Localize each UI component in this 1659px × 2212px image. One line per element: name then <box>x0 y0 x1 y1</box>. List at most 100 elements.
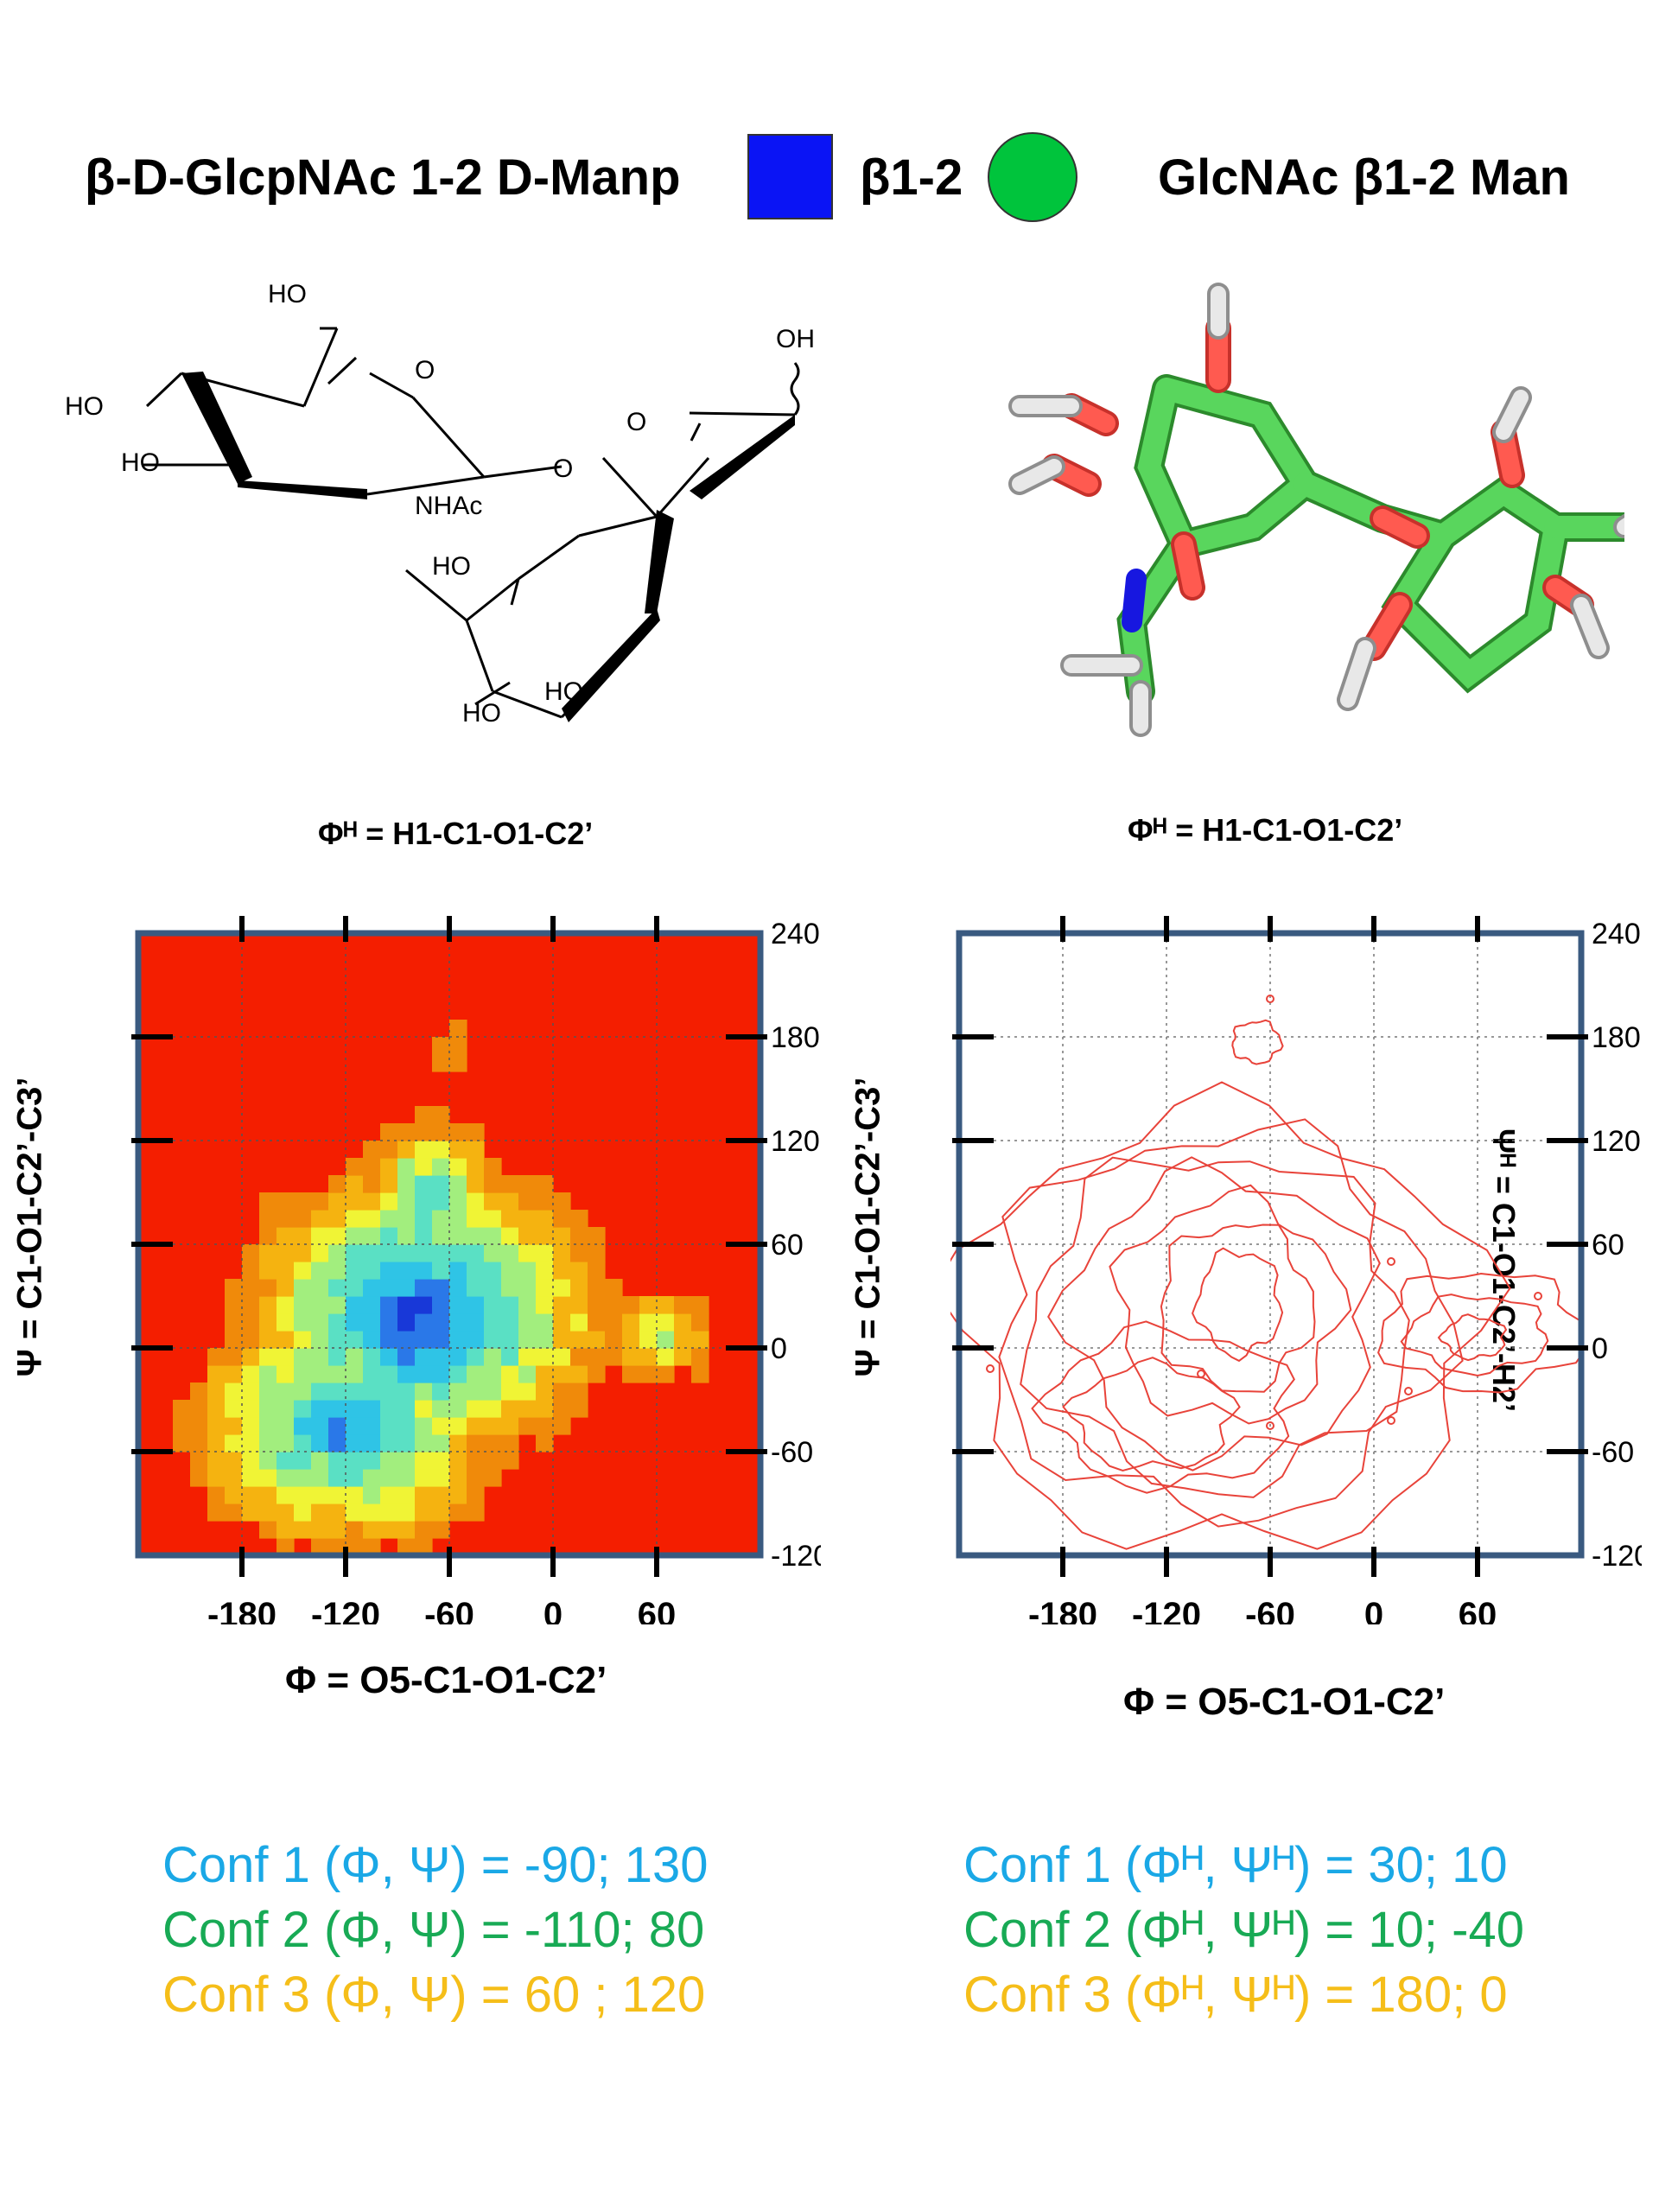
heatmap-left-axis-title: Ψ = C1-O1-C2’-C3’ <box>10 1077 49 1377</box>
chem-label: HO <box>462 699 501 728</box>
heatmap-cell <box>346 1503 364 1522</box>
heatmap-cell <box>432 1365 450 1383</box>
contour-line <box>1020 1156 1410 1498</box>
heatmap-cell <box>207 1417 226 1435</box>
heatmap-cell <box>622 1296 640 1314</box>
heatmap-cell <box>363 1452 381 1470</box>
heatmap-cell <box>484 1227 502 1245</box>
heatmap-cell <box>449 1365 467 1383</box>
heatmap-cell <box>397 1227 416 1245</box>
heatmap-cell <box>328 1538 346 1556</box>
heatmap-cell <box>415 1503 433 1522</box>
heatmap-cell <box>622 1331 640 1349</box>
contour-line <box>1160 1224 1316 1393</box>
heatmap-cell <box>415 1279 433 1297</box>
heatmap-cell <box>449 1348 467 1366</box>
contour-right-tick-label: 60 <box>1592 1229 1624 1262</box>
heatmap-cell <box>691 1348 709 1366</box>
heatmap-cell <box>259 1400 277 1418</box>
heatmap-cell <box>570 1244 588 1262</box>
heatmap-cell <box>467 1486 485 1504</box>
heatmap-cell <box>467 1262 485 1280</box>
heatmap-cell <box>346 1348 364 1366</box>
heatmap-cell <box>570 1227 588 1245</box>
heatmap-cell <box>467 1434 485 1452</box>
heatmap-cell <box>346 1279 364 1297</box>
heatmap-cell <box>294 1452 312 1470</box>
heatmap-cell <box>380 1192 398 1211</box>
heatmap-cell <box>259 1417 277 1435</box>
heatmap-cell <box>518 1262 537 1280</box>
heatmap-cell <box>570 1279 588 1297</box>
heatmap-cell <box>294 1331 312 1349</box>
conf-1-left: Conf 1 (Φ, Ψ) = -90; 130 <box>162 1837 709 1893</box>
heatmap-cell <box>467 1452 485 1470</box>
contour-line <box>1437 1313 1508 1362</box>
heatmap-cell <box>173 1417 191 1435</box>
heatmap-cell <box>225 1331 243 1349</box>
heatmap-cell <box>415 1538 433 1556</box>
heatmap-cell <box>363 1227 381 1245</box>
contour-line <box>998 1118 1464 1528</box>
heatmap-cell <box>276 1486 295 1504</box>
heatmap-cell <box>397 1296 416 1314</box>
heatmap-cell <box>553 1313 571 1332</box>
heatmap-cell <box>657 1348 675 1366</box>
heatmap-cell <box>363 1400 381 1418</box>
heatmap-cell <box>397 1486 416 1504</box>
heatmap-cell <box>553 1382 571 1401</box>
heatmap-cell <box>484 1296 502 1314</box>
contour-point <box>1534 1292 1542 1300</box>
heatmap-cell <box>259 1262 277 1280</box>
heatmap-cell <box>449 1331 467 1349</box>
heatmap-cell <box>432 1037 450 1055</box>
heatmap-cell <box>501 1175 519 1193</box>
heatmap-cell <box>570 1313 588 1332</box>
heatmap-cell <box>467 1227 485 1245</box>
heatmap-cell <box>588 1296 606 1314</box>
heatmap-cell <box>346 1158 364 1176</box>
heatmap-cell <box>449 1469 467 1487</box>
contour-line <box>1047 1156 1381 1471</box>
heatmap-cell <box>432 1141 450 1159</box>
heatmap-cell <box>518 1331 537 1349</box>
heatmap-cell <box>190 1382 208 1401</box>
heatmap-cell <box>311 1262 329 1280</box>
chem-label: O <box>553 454 573 483</box>
heatmap-cell <box>501 1296 519 1314</box>
heatmap-cell <box>363 1158 381 1176</box>
heatmap-cell <box>415 1400 433 1418</box>
heatmap-cell <box>328 1503 346 1522</box>
conf-3-right: Conf 3 (Φᴴ, Ψᴴ) = 180; 0 <box>963 1967 1508 2023</box>
chem-label: HO <box>544 677 583 706</box>
heatmap-cell <box>225 1348 243 1366</box>
heatmap-cell <box>536 1348 554 1366</box>
heatmap-cell <box>311 1400 329 1418</box>
heatmap-cell <box>415 1521 433 1539</box>
heatmap-cell <box>484 1469 502 1487</box>
conf-1-right: Conf 1 (Φᴴ, Ψᴴ) = 30; 10 <box>963 1837 1508 1893</box>
heatmap-cell <box>190 1400 208 1418</box>
heatmap-cell <box>346 1486 364 1504</box>
heatmap-cell <box>501 1452 519 1470</box>
contour-right-tick-label: 180 <box>1592 1021 1641 1054</box>
heatmap-cell <box>588 1348 606 1366</box>
heatmap-cell <box>432 1331 450 1349</box>
heatmap-cell <box>242 1382 260 1401</box>
heatmap-cell <box>346 1262 364 1280</box>
heatmap-cell <box>207 1400 226 1418</box>
heatmap-cell <box>536 1210 554 1228</box>
heatmap-cell <box>501 1192 519 1211</box>
heatmap-cell <box>691 1365 709 1383</box>
heatmap-cell <box>467 1365 485 1383</box>
heatmap-cell <box>328 1210 346 1228</box>
heatmap-cell <box>639 1348 658 1366</box>
heatmap-cell <box>276 1313 295 1332</box>
heatmap-cell <box>173 1434 191 1452</box>
heatmap-cell <box>397 1503 416 1522</box>
heatmap-cell <box>276 1244 295 1262</box>
heatmap-cell <box>276 1503 295 1522</box>
heatmap-cell <box>259 1192 277 1211</box>
heatmap-cell <box>449 1434 467 1452</box>
heatmap-cell <box>467 1158 485 1176</box>
